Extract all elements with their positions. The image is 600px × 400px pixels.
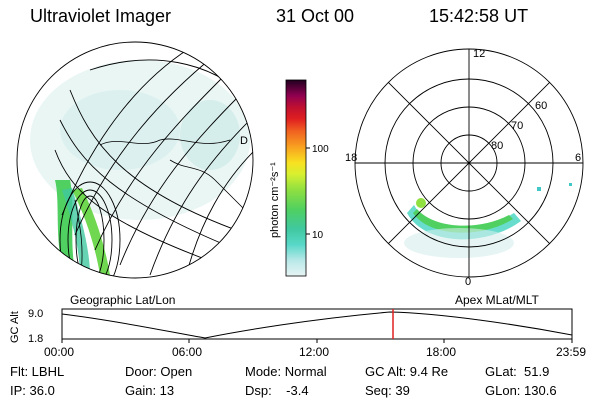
mlt-label-0: 0 [465, 276, 471, 288]
auroral-hotspot [416, 198, 426, 208]
earth-limb [16, 41, 254, 279]
colorbar-tick-label: 10 [312, 230, 324, 241]
instrument-title: Ultraviolet Imager [30, 6, 172, 26]
lat-lon-grid [54, 47, 253, 278]
dayglow-patch [60, 90, 180, 170]
time-tick-label: 18:00 [426, 345, 456, 359]
colorbar-tick-label: 100 [312, 144, 329, 155]
gain-readout: Gain: 13 [125, 383, 175, 398]
auroral-oval [72, 188, 110, 275]
time-tick-label: 12:00 [299, 345, 329, 359]
emission-pixel [569, 183, 572, 186]
mlt-label-18: 18 [345, 152, 357, 164]
mlt-label-12: 12 [473, 48, 485, 60]
polar-plot: 12 18 6 0 60 70 80 [345, 48, 584, 288]
coastline [169, 159, 246, 211]
glon-readout: GLon: 130.6 [485, 383, 557, 398]
colorbar-label: photon cm⁻²s⁻¹ [269, 162, 281, 238]
door-readout: Door: Open [125, 364, 193, 379]
pole-label: D [240, 135, 248, 147]
colorbar-scale [285, 79, 307, 277]
altitude-ytick: 1.8 [28, 333, 43, 345]
ip-readout: IP: 36.0 [10, 383, 55, 398]
filter-readout: Flt: LBHL [10, 364, 65, 379]
time-tick-label: 23:59 [556, 345, 586, 359]
auroral-band-core [413, 209, 513, 233]
header-date: 31 Oct 00 [276, 6, 355, 26]
time-ticks [61, 339, 573, 343]
altitude-frame [61, 308, 573, 340]
mode-readout: Mode: Normal [245, 364, 327, 379]
geographic-caption: Geographic Lat/Lon [70, 293, 176, 307]
altitude-curve [61, 311, 573, 339]
dayglow-patch [180, 100, 240, 170]
gc-alt-readout: GC Alt: 9.4 Re [365, 364, 449, 379]
mlat-label-70: 70 [511, 120, 523, 132]
mlt-label-6: 6 [575, 152, 581, 164]
coastline [99, 138, 231, 146]
altitude-track: GC Alt 9.0 1.8 00:00 06:00 12:00 18:00 2… [9, 308, 586, 359]
mlat-label-80: 80 [491, 140, 503, 152]
seq-readout: Seq: 39 [365, 383, 410, 398]
diffuse-emission [404, 228, 514, 258]
dsp-readout: Dsp: -3.4 [245, 383, 309, 398]
geographic-image: D [16, 41, 254, 279]
time-tick-label: 06:00 [172, 345, 202, 359]
polar-grid [354, 48, 584, 278]
time-tick-label: 00:00 [44, 345, 74, 359]
apex-caption: Apex MLat/MLT [455, 293, 539, 307]
colorbar: 100 10 photon cm⁻²s⁻¹ [269, 79, 329, 277]
header-time: 15:42:58 UT [429, 6, 529, 26]
altitude-axis-label: GC Alt [9, 311, 21, 343]
glat-readout: GLat: 51.9 [485, 364, 550, 379]
emission-pixel [537, 187, 541, 191]
mlat-label-60: 60 [535, 100, 547, 112]
altitude-ytick: 9.0 [28, 308, 43, 320]
